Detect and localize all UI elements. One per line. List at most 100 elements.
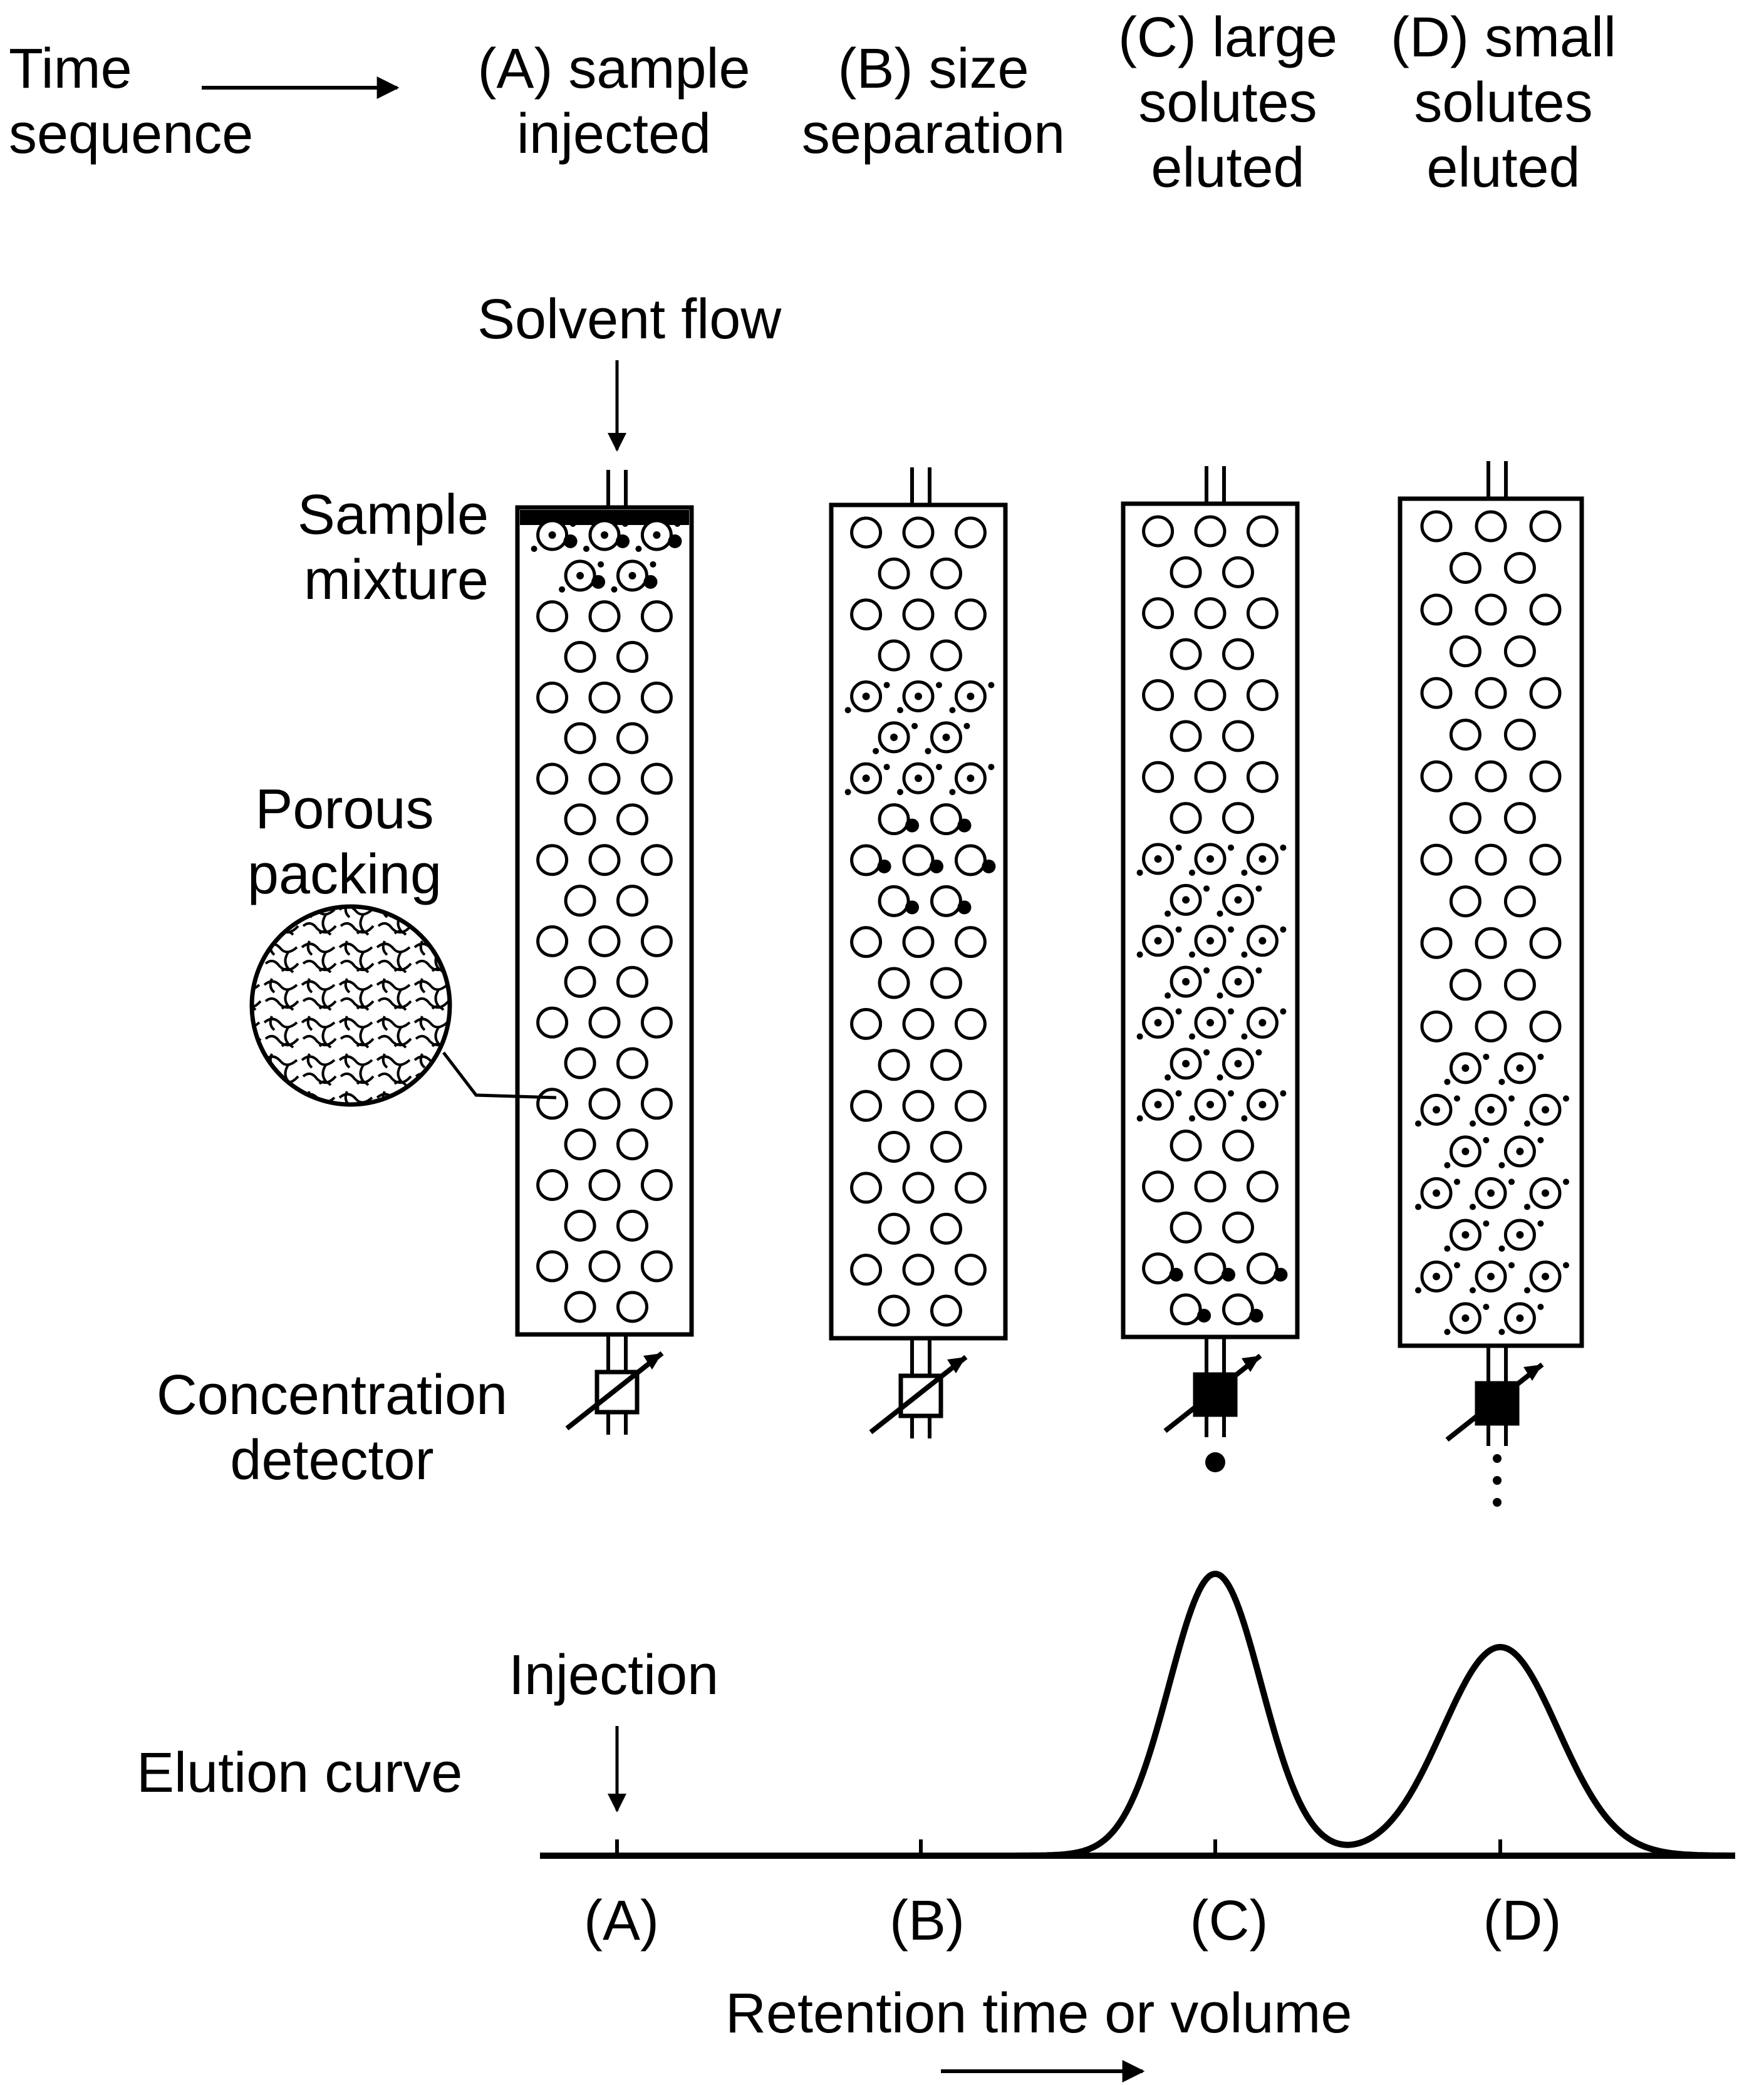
packing-particle [1420, 510, 1453, 543]
small-solute [1255, 885, 1262, 892]
small-solute [1487, 1106, 1495, 1114]
packing-particle [588, 762, 621, 795]
packing-particle [850, 598, 883, 631]
small-solute [1241, 1115, 1248, 1122]
small-solute [1175, 1008, 1182, 1015]
axis-tick-label-d: (D) [1483, 1890, 1562, 1952]
small-solute [601, 531, 608, 539]
small-solute [1136, 869, 1143, 876]
small-solute [1258, 1019, 1267, 1027]
packing-particle [1503, 719, 1536, 751]
small-solute [576, 571, 584, 580]
small-solute [949, 707, 956, 714]
small-solute [1182, 1059, 1190, 1068]
concentration-detector-label: Concentration detector [156, 1364, 508, 1492]
packing-particle [616, 885, 648, 917]
large-solute [591, 575, 606, 589]
small-solute [1228, 926, 1234, 933]
axis-tick-label-b: (B) [890, 1890, 965, 1952]
packing-particle [1194, 515, 1227, 548]
packing-particle [1503, 802, 1536, 835]
packing-particle [536, 681, 569, 714]
small-solute [1498, 1329, 1505, 1335]
large-solute [1249, 1309, 1263, 1323]
packing-particle [954, 1172, 987, 1204]
packing-particle [1142, 1170, 1175, 1203]
packing-particle [902, 598, 935, 631]
packing-particle [588, 600, 621, 633]
small-solute [1154, 1101, 1162, 1109]
packing-particle [1475, 927, 1507, 959]
large-solute [1222, 1267, 1235, 1282]
packing-particle [1222, 1293, 1254, 1326]
packing-particle [850, 1089, 883, 1122]
concentration-detector-d [1445, 1362, 1544, 1442]
column-a [515, 470, 694, 1435]
small-solute [1175, 926, 1182, 933]
small-solute [635, 546, 642, 552]
packing-particle [536, 844, 569, 876]
large-solute [616, 534, 630, 548]
packing-particle [616, 722, 648, 754]
axis-tick-label-a: (A) [584, 1890, 659, 1952]
small-solute [628, 571, 636, 580]
packing-particle [1222, 720, 1254, 752]
packing-particle [564, 722, 596, 754]
solvent-flow-label: Solvent flow [477, 288, 782, 351]
packing-particle [1420, 677, 1453, 709]
small-solute [844, 707, 851, 714]
small-solute [1487, 1189, 1495, 1197]
large-solute [930, 859, 943, 873]
small-solute [1433, 1189, 1440, 1197]
small-solute [1433, 1272, 1440, 1281]
small-solute [1470, 1204, 1476, 1210]
packing-particle [1222, 802, 1254, 835]
packing-particle [1529, 927, 1562, 959]
packing-particle [930, 1131, 962, 1163]
small-solute [1542, 1272, 1549, 1281]
small-solute [862, 692, 870, 700]
packing-particle [1194, 761, 1227, 793]
packing-particle [1475, 843, 1507, 876]
packing-particle [616, 803, 648, 836]
packing-particle [1170, 1293, 1202, 1326]
packing-particle [930, 557, 962, 590]
packing-particle [1420, 1010, 1453, 1042]
packing-particle [1475, 760, 1507, 793]
small-solute [1498, 1078, 1505, 1085]
packing-particle [536, 762, 569, 795]
small-solute [1206, 937, 1214, 945]
large-solute [877, 859, 891, 873]
small-solute [1206, 1019, 1214, 1027]
packing-particle [878, 1212, 910, 1245]
porous-packing-magnified-particle [249, 904, 557, 1107]
packing-particle [588, 681, 621, 714]
small-solute [1444, 1329, 1451, 1335]
packing-particle [930, 1049, 962, 1081]
packing-particle [850, 844, 883, 876]
packing-particle [1503, 885, 1536, 918]
small-solute [988, 764, 995, 771]
small-solute [1415, 1287, 1421, 1294]
packing-particle [588, 1250, 621, 1282]
packing-particle [1142, 1252, 1175, 1285]
packing-particle [1170, 1211, 1202, 1244]
small-solute [1542, 1106, 1549, 1114]
small-solute [1454, 1262, 1460, 1269]
packing-particle [878, 639, 910, 672]
small-solute [1255, 1049, 1262, 1056]
small-solute [1516, 1147, 1524, 1155]
packing-particle [1246, 1170, 1279, 1203]
small-solute [1228, 1090, 1234, 1097]
packing-particle [1142, 515, 1175, 548]
large-solute [1169, 1267, 1183, 1282]
small-solute [1433, 1106, 1440, 1114]
packing-particle [850, 1172, 883, 1204]
packing-particle [640, 1168, 673, 1201]
injection-label: Injection [509, 1644, 719, 1707]
packing-particle [616, 1209, 648, 1242]
small-solute [890, 733, 898, 741]
small-solute [1483, 1304, 1490, 1310]
small-solute [1203, 1049, 1210, 1056]
